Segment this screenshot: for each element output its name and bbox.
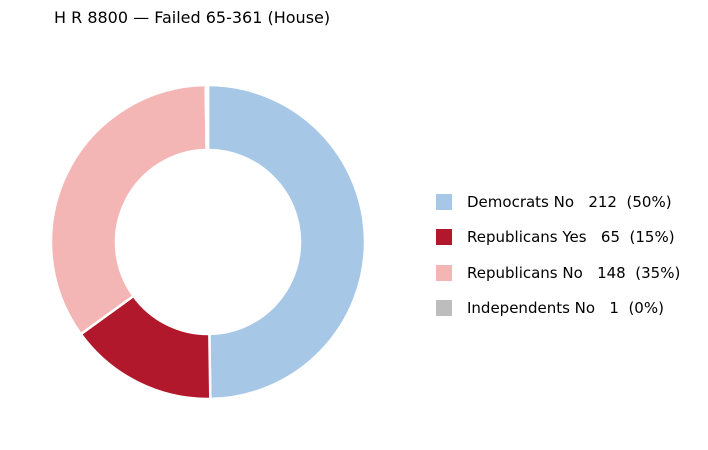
- donut-slice-independents-no: [204, 83, 210, 152]
- legend-item: Independents No 1 (0%): [436, 291, 680, 327]
- donut-slice-democrats-no: [206, 83, 367, 401]
- legend-item: Republicans No 148 (35%): [436, 255, 680, 291]
- legend: Democrats No 212 (50%) Republicans Yes 65…: [436, 184, 680, 326]
- legend-swatch: [436, 264, 452, 281]
- legend-item: Democrats No 212 (50%): [436, 184, 680, 220]
- legend-label: Democrats No 212 (50%): [467, 192, 672, 211]
- legend-label: Independents No 1 (0%): [467, 299, 664, 318]
- legend-label: Republicans Yes 65 (15%): [467, 228, 675, 247]
- legend-swatch: [436, 300, 452, 317]
- donut-slice-republicans-no: [49, 83, 208, 336]
- legend-label: Republicans No 148 (35%): [467, 263, 681, 282]
- chart-title: H R 8800 — Failed 65-361 (House): [54, 8, 331, 27]
- legend-item: Republicans Yes 65 (15%): [436, 220, 680, 256]
- legend-swatch: [436, 229, 452, 246]
- legend-swatch: [436, 193, 452, 210]
